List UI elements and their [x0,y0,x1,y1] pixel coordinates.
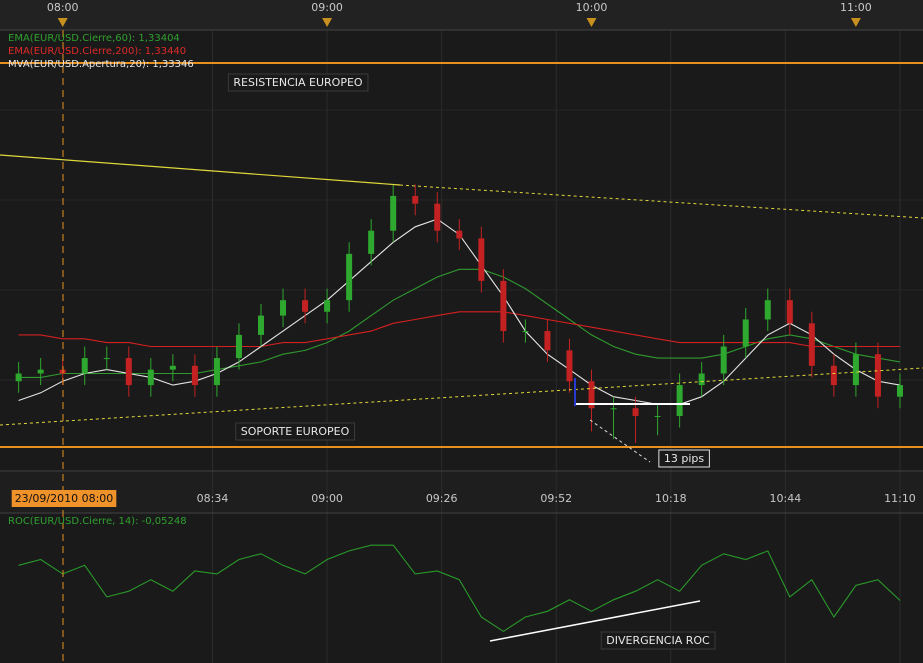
x2-tick-mark [586,18,597,27]
x-tick-label: 08:34 [197,492,229,505]
candle-body [280,300,287,316]
cursor-label: 23/09/2010 08:00 [15,492,114,505]
x2-tick-mark [322,18,333,27]
candle-body [808,323,815,366]
x-tick-label: 10:44 [770,492,802,505]
x2-tick-mark [57,18,68,27]
plot-area [15,30,903,663]
candle-body [830,365,837,386]
candle-body [169,365,176,370]
annotation-box [658,449,710,468]
candle-body [522,331,529,333]
candle-body [15,373,22,382]
x-tick-label: 09:26 [426,492,458,505]
candle-body [544,331,551,351]
candle-body [81,358,88,374]
roc-line [18,544,901,633]
annotation-box [600,631,716,650]
x-tick-label: 10:18 [655,492,687,505]
x-tick-label: 09:52 [540,492,572,505]
candle-body [302,300,309,312]
candle-body [742,319,749,347]
candle-body [852,354,859,386]
measure-line [589,419,651,463]
x-tick-label: 11:10 [884,492,916,505]
roc-title: ROC(EUR/USD.Cierre, 14): -0,05248 [8,516,187,527]
candle-body [478,238,485,281]
divergence-line [489,600,701,642]
x2-tick-mark [850,18,861,27]
candle-body [434,203,441,231]
annotation-box [227,73,369,92]
legend-entry: MVA(EUR/USD.Apertura,20): 1,33346 [8,59,194,70]
annotation: DIVERGENCIA ROC [606,634,710,647]
candle-body [235,334,242,359]
candle-body [191,365,198,386]
x2-tick-label: 10:00 [576,1,608,14]
candle-body [874,354,881,397]
top-axis-band [0,0,923,30]
labels: EMA(EUR/USD.Cierre,60): 1,33404 EMA(EUR/… [8,1,916,650]
candle-body [720,346,727,374]
candle-body [147,369,154,386]
x2-tick-label: 11:00 [840,1,872,14]
legend-entry: EMA(EUR/USD.Cierre,200): 1,33440 [8,46,186,57]
candle-body [346,253,353,301]
trend-line [0,154,401,186]
grid [0,109,923,381]
trend-line [0,367,923,426]
x-tick-label: 09:00 [311,492,343,505]
annotation-box [235,422,356,441]
candle-body [654,415,661,417]
candle-body [676,385,683,416]
annotation: 13 pips [664,452,705,465]
candle-body [500,280,507,332]
time-axis-band [0,472,923,512]
candle-body [412,195,419,204]
candle-body [257,315,264,335]
candle-body [896,385,903,397]
cursor-box [11,490,117,507]
candle-body [764,300,771,320]
indicator-line [18,268,901,378]
candle-body [390,195,397,231]
candle-body [786,300,793,324]
candle-body [456,230,463,239]
candle-body [368,230,375,254]
candle-body [588,381,595,409]
candle-body [213,358,220,386]
annotation: RESISTENCIA EUROPEO [233,76,363,89]
candle-body [610,408,617,410]
drawings [0,29,923,663]
candle-body [125,358,132,386]
candle-body [632,408,639,416]
candle-body [566,350,573,382]
candle-body [324,300,331,312]
x2-tick-label: 09:00 [311,1,343,14]
indicator-line [18,311,900,348]
annotation: SOPORTE EUROPEO [241,425,350,438]
x2-tick-label: 08:00 [47,1,79,14]
candle-body [37,369,44,374]
candle-body [103,358,110,360]
candle-body [698,373,705,386]
legend-entry: EMA(EUR/USD.Cierre,60): 1,33404 [8,33,180,44]
